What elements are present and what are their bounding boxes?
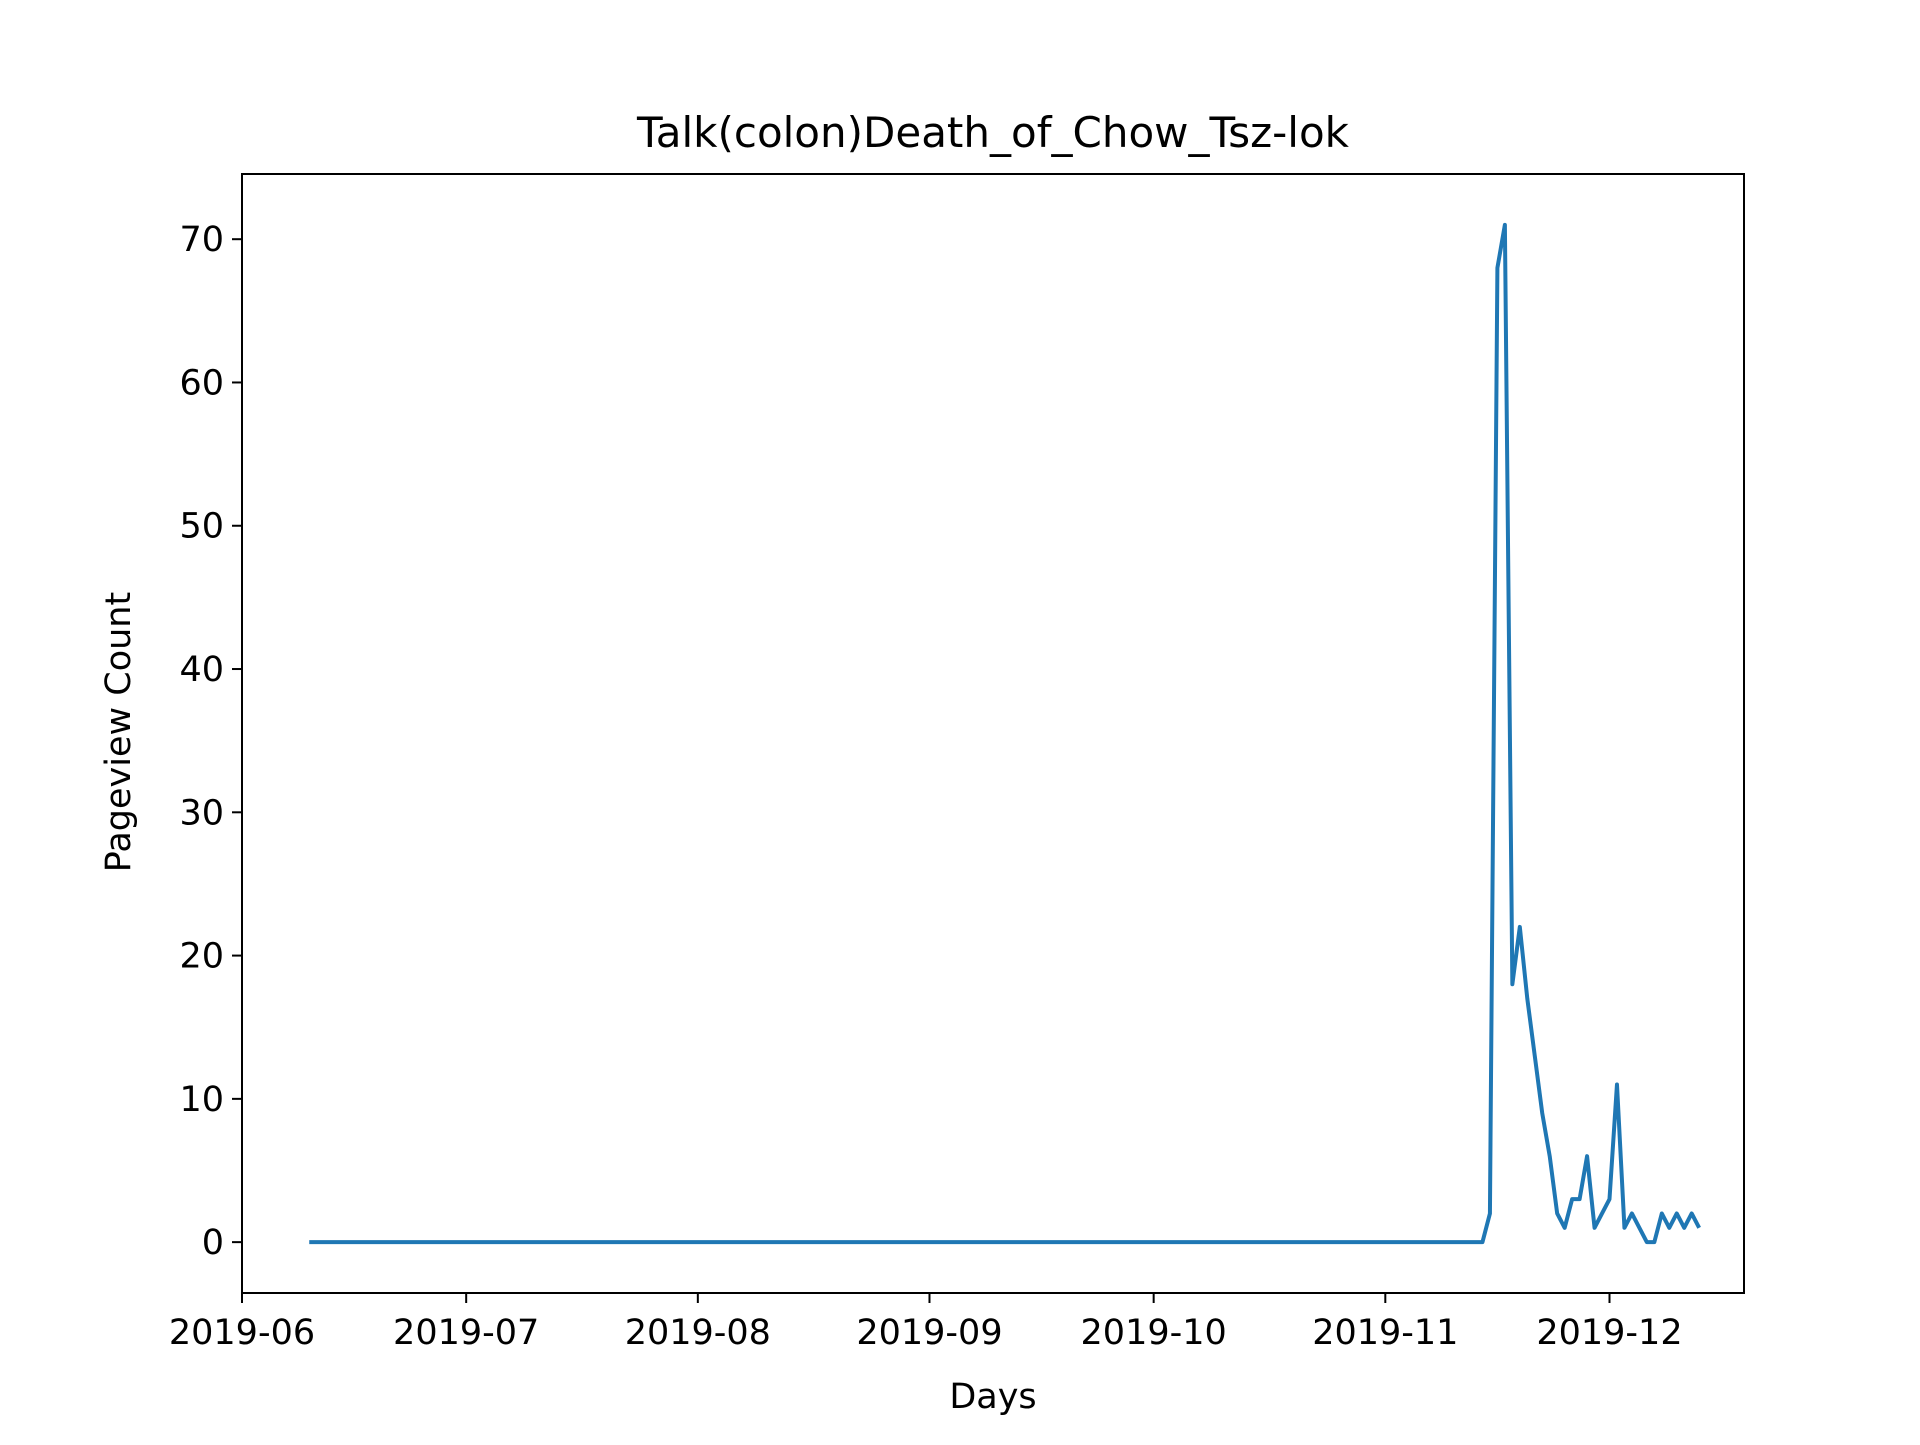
plot-area: [309, 222, 1701, 1245]
y-axis-title: Pageview Count: [99, 592, 139, 872]
series-line-0: [309, 222, 1701, 1245]
x-tick-label: 2019-12: [1536, 1313, 1682, 1353]
chart-title: Talk(colon)Death_of_Chow_Tsz-lok: [636, 108, 1350, 157]
y-tick-label: 50: [179, 507, 224, 547]
y-tick-label: 0: [202, 1223, 224, 1263]
y-tick-label: 30: [179, 793, 224, 833]
x-tick-label: 2019-09: [856, 1313, 1002, 1353]
x-axis-title: Days: [949, 1377, 1036, 1417]
x-tick-label: 2019-11: [1312, 1313, 1458, 1353]
x-tick-label: 2019-08: [625, 1313, 771, 1353]
y-tick-label: 10: [179, 1080, 224, 1120]
y-tick-label: 60: [179, 363, 224, 403]
y-tick-label: 70: [179, 220, 224, 260]
x-tick-label: 2019-06: [169, 1313, 315, 1353]
x-tick-label: 2019-10: [1081, 1313, 1227, 1353]
y-tick-label: 40: [179, 650, 224, 690]
x-axis: 2019-06 2019-07 2019-08 2019-09 2019-10 2019-…: [169, 1293, 1683, 1353]
plot-frame: [241, 173, 1745, 1294]
y-axis: 0 10 20 30 40 50 60 70: [179, 220, 242, 1263]
x-tick-label: 2019-07: [393, 1313, 539, 1353]
y-tick-label: 20: [179, 937, 224, 977]
